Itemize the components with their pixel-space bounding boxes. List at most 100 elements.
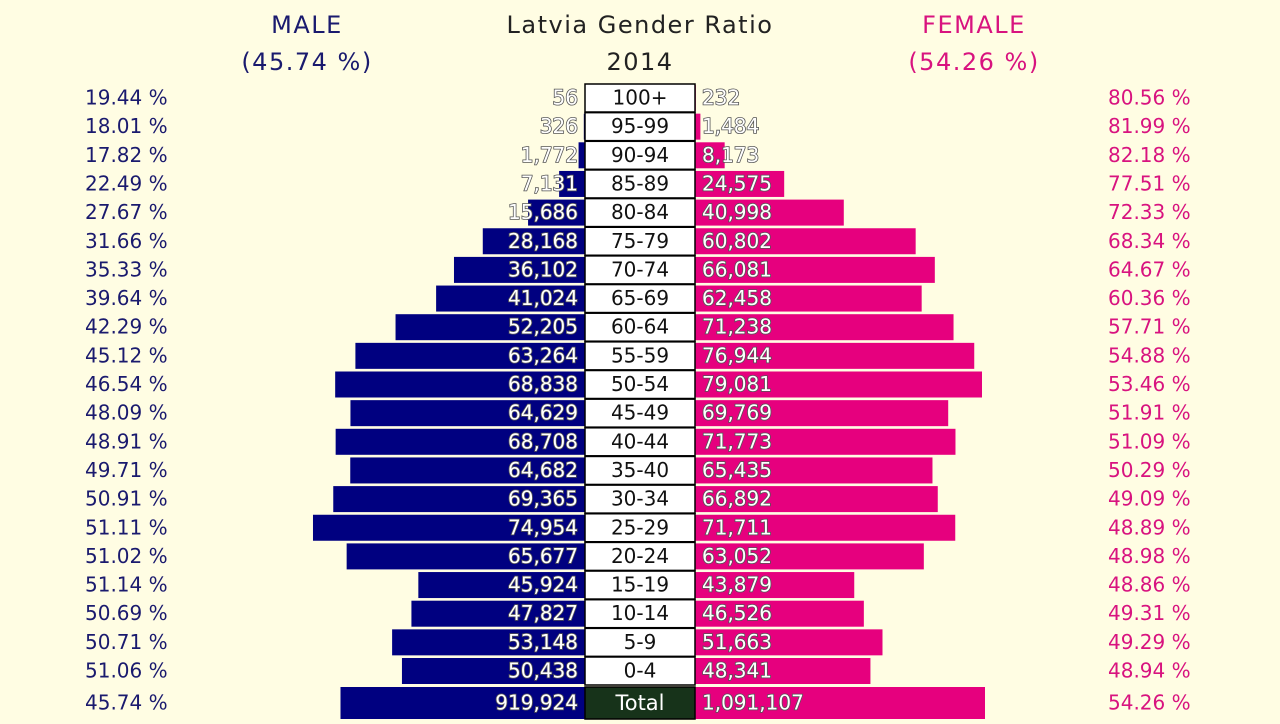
share-label: 51.02 % bbox=[85, 544, 168, 568]
category-label: 25-29 bbox=[611, 515, 669, 539]
value-label: 68,708 bbox=[508, 429, 578, 453]
category-label: 70-74 bbox=[611, 257, 669, 281]
value-label: 52,205 bbox=[508, 315, 578, 339]
value-label: 45,924 bbox=[508, 573, 578, 597]
value-label: 46,526 bbox=[702, 601, 772, 625]
value-label: 1,772 bbox=[521, 143, 578, 167]
value-label: 7,131 bbox=[521, 171, 578, 195]
value-label: 76,944 bbox=[702, 343, 772, 367]
value-label: 66,081 bbox=[702, 257, 772, 281]
share-label: 48.94 % bbox=[1108, 659, 1191, 683]
share-label: 17.82 % bbox=[85, 143, 168, 167]
share-label: 49.71 % bbox=[85, 458, 168, 482]
value-label: 232 bbox=[702, 86, 740, 110]
total-share-label: 54.26 % bbox=[1108, 691, 1191, 715]
value-label: 51,663 bbox=[702, 630, 772, 654]
category-label: 0-4 bbox=[624, 659, 657, 683]
legend-female: FEMALE bbox=[922, 11, 1026, 39]
share-label: 80.56 % bbox=[1108, 86, 1191, 110]
share-label: 68.34 % bbox=[1108, 229, 1191, 253]
share-label: 81.99 % bbox=[1108, 114, 1191, 138]
share-label: 64.67 % bbox=[1108, 257, 1191, 281]
share-label: 27.67 % bbox=[85, 200, 168, 224]
male-total-share: (45.74 %) bbox=[241, 48, 372, 76]
share-label: 39.64 % bbox=[85, 286, 168, 310]
total-value-label: 919,924 bbox=[495, 691, 578, 715]
share-label: 77.51 % bbox=[1108, 171, 1191, 195]
category-label: 75-79 bbox=[611, 229, 669, 253]
total-share-label: 45.74 % bbox=[85, 691, 168, 715]
share-label: 51.14 % bbox=[85, 573, 168, 597]
share-label: 42.29 % bbox=[85, 315, 168, 339]
value-label: 64,682 bbox=[508, 458, 578, 482]
chart-subtitle: 2014 bbox=[606, 48, 673, 76]
value-label: 71,773 bbox=[702, 429, 772, 453]
category-label: 85-89 bbox=[611, 171, 669, 195]
category-label: 5-9 bbox=[624, 630, 657, 654]
value-label: 48,341 bbox=[702, 659, 772, 683]
category-label: 20-24 bbox=[611, 544, 669, 568]
total-value-label: 1,091,107 bbox=[702, 691, 804, 715]
share-label: 45.12 % bbox=[85, 343, 168, 367]
share-label: 50.29 % bbox=[1108, 458, 1191, 482]
share-label: 49.09 % bbox=[1108, 487, 1191, 511]
category-label: 100+ bbox=[613, 86, 668, 110]
value-label: 15,686 bbox=[508, 200, 578, 224]
value-label: 66,892 bbox=[702, 487, 772, 511]
share-label: 46.54 % bbox=[85, 372, 168, 396]
value-label: 41,024 bbox=[508, 286, 578, 310]
value-label: 24,575 bbox=[702, 171, 772, 195]
value-label: 56 bbox=[553, 86, 578, 110]
value-label: 68,838 bbox=[508, 372, 578, 396]
share-label: 22.49 % bbox=[85, 171, 168, 195]
value-label: 50,438 bbox=[508, 659, 578, 683]
value-label: 326 bbox=[540, 114, 578, 138]
value-label: 40,998 bbox=[702, 200, 772, 224]
share-label: 50.69 % bbox=[85, 601, 168, 625]
male-bar bbox=[579, 142, 585, 168]
share-label: 48.89 % bbox=[1108, 515, 1191, 539]
value-label: 63,264 bbox=[508, 343, 578, 367]
category-label: 95-99 bbox=[611, 114, 669, 138]
category-label: 80-84 bbox=[611, 200, 669, 224]
share-label: 54.88 % bbox=[1108, 343, 1191, 367]
value-label: 69,769 bbox=[702, 401, 772, 425]
share-label: 48.91 % bbox=[85, 429, 168, 453]
share-label: 57.71 % bbox=[1108, 315, 1191, 339]
share-label: 31.66 % bbox=[85, 229, 168, 253]
category-label: 65-69 bbox=[611, 286, 669, 310]
value-label: 53,148 bbox=[508, 630, 578, 654]
share-label: 49.29 % bbox=[1108, 630, 1191, 654]
share-label: 51.06 % bbox=[85, 659, 168, 683]
share-label: 50.71 % bbox=[85, 630, 168, 654]
category-label: 40-44 bbox=[611, 429, 669, 453]
value-label: 47,827 bbox=[508, 601, 578, 625]
value-label: 36,102 bbox=[508, 257, 578, 281]
share-label: 19.44 % bbox=[85, 86, 168, 110]
value-label: 1,484 bbox=[702, 114, 759, 138]
share-label: 18.01 % bbox=[85, 114, 168, 138]
category-label: 30-34 bbox=[611, 487, 669, 511]
share-label: 35.33 % bbox=[85, 257, 168, 281]
value-label: 8,173 bbox=[702, 143, 759, 167]
female-bar bbox=[695, 114, 700, 140]
share-label: 48.86 % bbox=[1108, 573, 1191, 597]
value-label: 43,879 bbox=[702, 573, 772, 597]
category-label: 10-14 bbox=[611, 601, 669, 625]
value-label: 69,365 bbox=[508, 487, 578, 511]
share-label: 82.18 % bbox=[1108, 143, 1191, 167]
value-label: 64,629 bbox=[508, 401, 578, 425]
value-label: 79,081 bbox=[702, 372, 772, 396]
share-label: 49.31 % bbox=[1108, 601, 1191, 625]
value-label: 60,802 bbox=[702, 229, 772, 253]
share-label: 72.33 % bbox=[1108, 200, 1191, 224]
value-label: 28,168 bbox=[508, 229, 578, 253]
share-label: 53.46 % bbox=[1108, 372, 1191, 396]
category-label: 35-40 bbox=[611, 458, 669, 482]
category-label: 60-64 bbox=[611, 315, 669, 339]
value-label: 65,677 bbox=[508, 544, 578, 568]
value-label: 63,052 bbox=[702, 544, 772, 568]
category-label: 15-19 bbox=[611, 573, 669, 597]
category-label: 50-54 bbox=[611, 372, 669, 396]
